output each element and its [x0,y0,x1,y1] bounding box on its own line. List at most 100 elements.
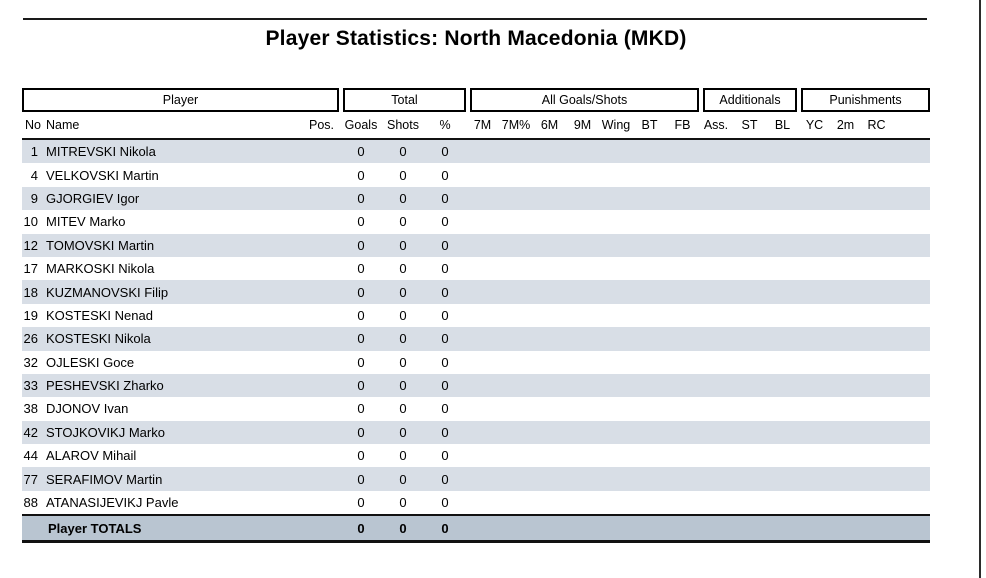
table-row: 19 KOSTESKI Nenad 0 0 0 [22,304,930,327]
player-statistics-table: Player Total All Goals/Shots Additionals… [22,88,930,544]
cell-goals: 0 [357,214,365,230]
cell-no: 1 [30,144,38,160]
page-title: Player Statistics: North Macedonia (MKD) [265,27,687,50]
cell-shots: 0 [399,167,407,183]
cell-name: PESHEVSKI Zharko [46,378,164,394]
cell-pct: 0 [441,331,449,347]
column-header-twomin: 2m [836,118,855,132]
cell-pct: 0 [441,401,449,417]
cell-pct: 0 [441,307,449,323]
cell-pct: 0 [441,237,449,253]
cell-name: DJONOV Ivan [46,401,129,417]
column-header-ass: Ass. [703,118,729,132]
table-row: 32 OJLESKI Goce 0 0 0 [22,351,930,374]
cell-goals: 0 [357,354,365,370]
cell-goals: 0 [357,495,365,511]
cell-no: 32 [23,354,38,370]
column-header-st: ST [741,118,758,132]
column-header-pct: % [439,118,451,132]
cell-shots: 0 [399,331,407,347]
table-row: 1 MITREVSKI Nikola 0 0 0 [22,140,930,164]
table-row: 44 ALAROV Mihail 0 0 0 [22,444,930,467]
cell-pct: 0 [441,144,449,160]
cell-goals: 0 [357,261,365,277]
cell-name: ALAROV Mihail [46,448,137,464]
table-row: 33 PESHEVSKI Zharko 0 0 0 [22,373,930,398]
group-header-player: Player [22,88,339,112]
cell-no: 10 [23,214,38,230]
cell-pct: 0 [441,284,449,300]
cell-name: OJLESKI Goce [46,354,135,370]
cell-shots: 0 [399,190,407,206]
column-header-m7pct: 7M% [501,118,531,132]
cell-shots: 0 [399,401,407,417]
table-row: 38 DJONOV Ivan 0 0 0 [22,397,930,420]
totals-row: Player TOTALS 0 0 0 [22,514,930,544]
table-rows: 1 MITREVSKI Nikola 0 0 0 4 VELKOVSKI Martin 0 0 0… [22,140,930,514]
table-row: 88 ATANASIJEVIKJ Pavle 0 0 0 [22,491,930,514]
group-header-total: Total [343,88,466,112]
cell-pct: 0 [441,214,449,230]
table-row: 77 SERAFIMOV Martin 0 0 0 [22,467,930,491]
cell-shots: 0 [399,471,407,487]
cell-shots: 0 [399,284,407,300]
cell-no: 33 [23,378,38,394]
group-header-punishments: Punishments [801,88,930,112]
cell-name: ATANASIJEVIKJ Pavle [46,495,179,511]
cell-shots: 0 [399,261,407,277]
group-header-additionals: Additionals [703,88,797,112]
cell-pct: 0 [441,471,449,487]
column-header-row: No. Name Pos. Goals Shots% 7M 7M% 6M 9M Wing BT FB A… [22,112,930,140]
cell-name: KOSTESKI Nenad [46,307,153,323]
cell-pct: 0 [441,354,449,370]
column-header-bl: BL [774,118,791,132]
cell-pct: 0 [441,378,449,394]
column-header-shots: Shots [387,118,419,132]
column-header-rc: RC [867,118,886,132]
table-row: 10 MITEV Marko 0 0 0 [22,210,930,233]
cell-goals: 0 [357,401,365,417]
cell-goals: 0 [357,307,365,323]
cell-goals: 0 [357,471,365,487]
cell-shots: 0 [399,237,407,253]
totals-goals: 0 [357,520,365,536]
column-header-fb: FB [674,118,691,132]
cell-name: SERAFIMOV Martin [46,471,163,487]
cell-goals: 0 [357,448,365,464]
cell-no: 12 [23,237,38,253]
table-row: 12 TOMOVSKI Martin 0 0 0 [22,233,930,257]
cell-goals: 0 [357,167,365,183]
cell-shots: 0 [399,424,407,440]
cell-no: 42 [23,424,38,440]
cell-name: MITEV Marko [46,214,126,230]
cell-goals: 0 [357,190,365,206]
cell-name: MITREVSKI Nikola [46,144,156,160]
cell-goals: 0 [357,284,365,300]
column-header-no: No. [25,118,42,132]
cell-no: 77 [23,471,38,487]
table-row: 26 KOSTESKI Nikola 0 0 0 [22,327,930,351]
column-header-pos: Pos. [308,118,334,132]
table-row: 4 VELKOVSKI Martin 0 0 0 [22,163,930,186]
header-rule [23,18,927,20]
column-header-m6: 6M [540,118,559,132]
cell-name: MARKOSKI Nikola [46,261,155,277]
group-header-row: Player Total All Goals/Shots Additionals… [22,88,930,112]
column-header-wing: Wing [601,118,631,132]
table-row: 18 KUZMANOVSKI Filip 0 0 0 [22,280,930,304]
cell-no: 88 [23,495,38,511]
cell-pct: 0 [441,190,449,206]
cell-goals: 0 [357,378,365,394]
cell-no: 38 [23,401,38,417]
cell-shots: 0 [399,144,407,160]
table-row: 17 MARKOSKI Nikola 0 0 0 [22,257,930,280]
cell-name: STOJKOVIKJ Marko [46,424,165,440]
cell-shots: 0 [399,354,407,370]
cell-goals: 0 [357,331,365,347]
table-row: 42 STOJKOVIKJ Marko 0 0 0 [22,420,930,445]
cell-shots: 0 [399,214,407,230]
column-header-yc: YC [805,118,824,132]
column-header-name: Name [46,118,80,132]
cell-no: 4 [30,167,38,183]
